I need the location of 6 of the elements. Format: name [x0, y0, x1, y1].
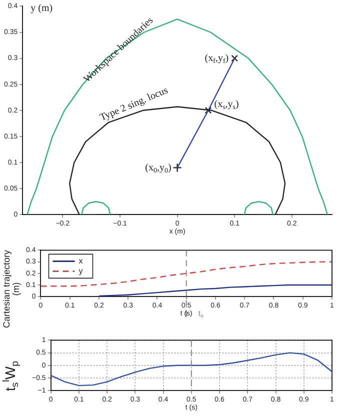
y-axis-title: y (m): [30, 2, 53, 14]
legend-label: y: [78, 266, 83, 276]
legend-label: x: [78, 256, 83, 266]
y-axis-title: Cartesian trajectory (m): [1, 249, 21, 328]
y-axis-title: tsIWp: [1, 360, 22, 392]
annotation: Type 2 sing. locus: [98, 85, 170, 124]
